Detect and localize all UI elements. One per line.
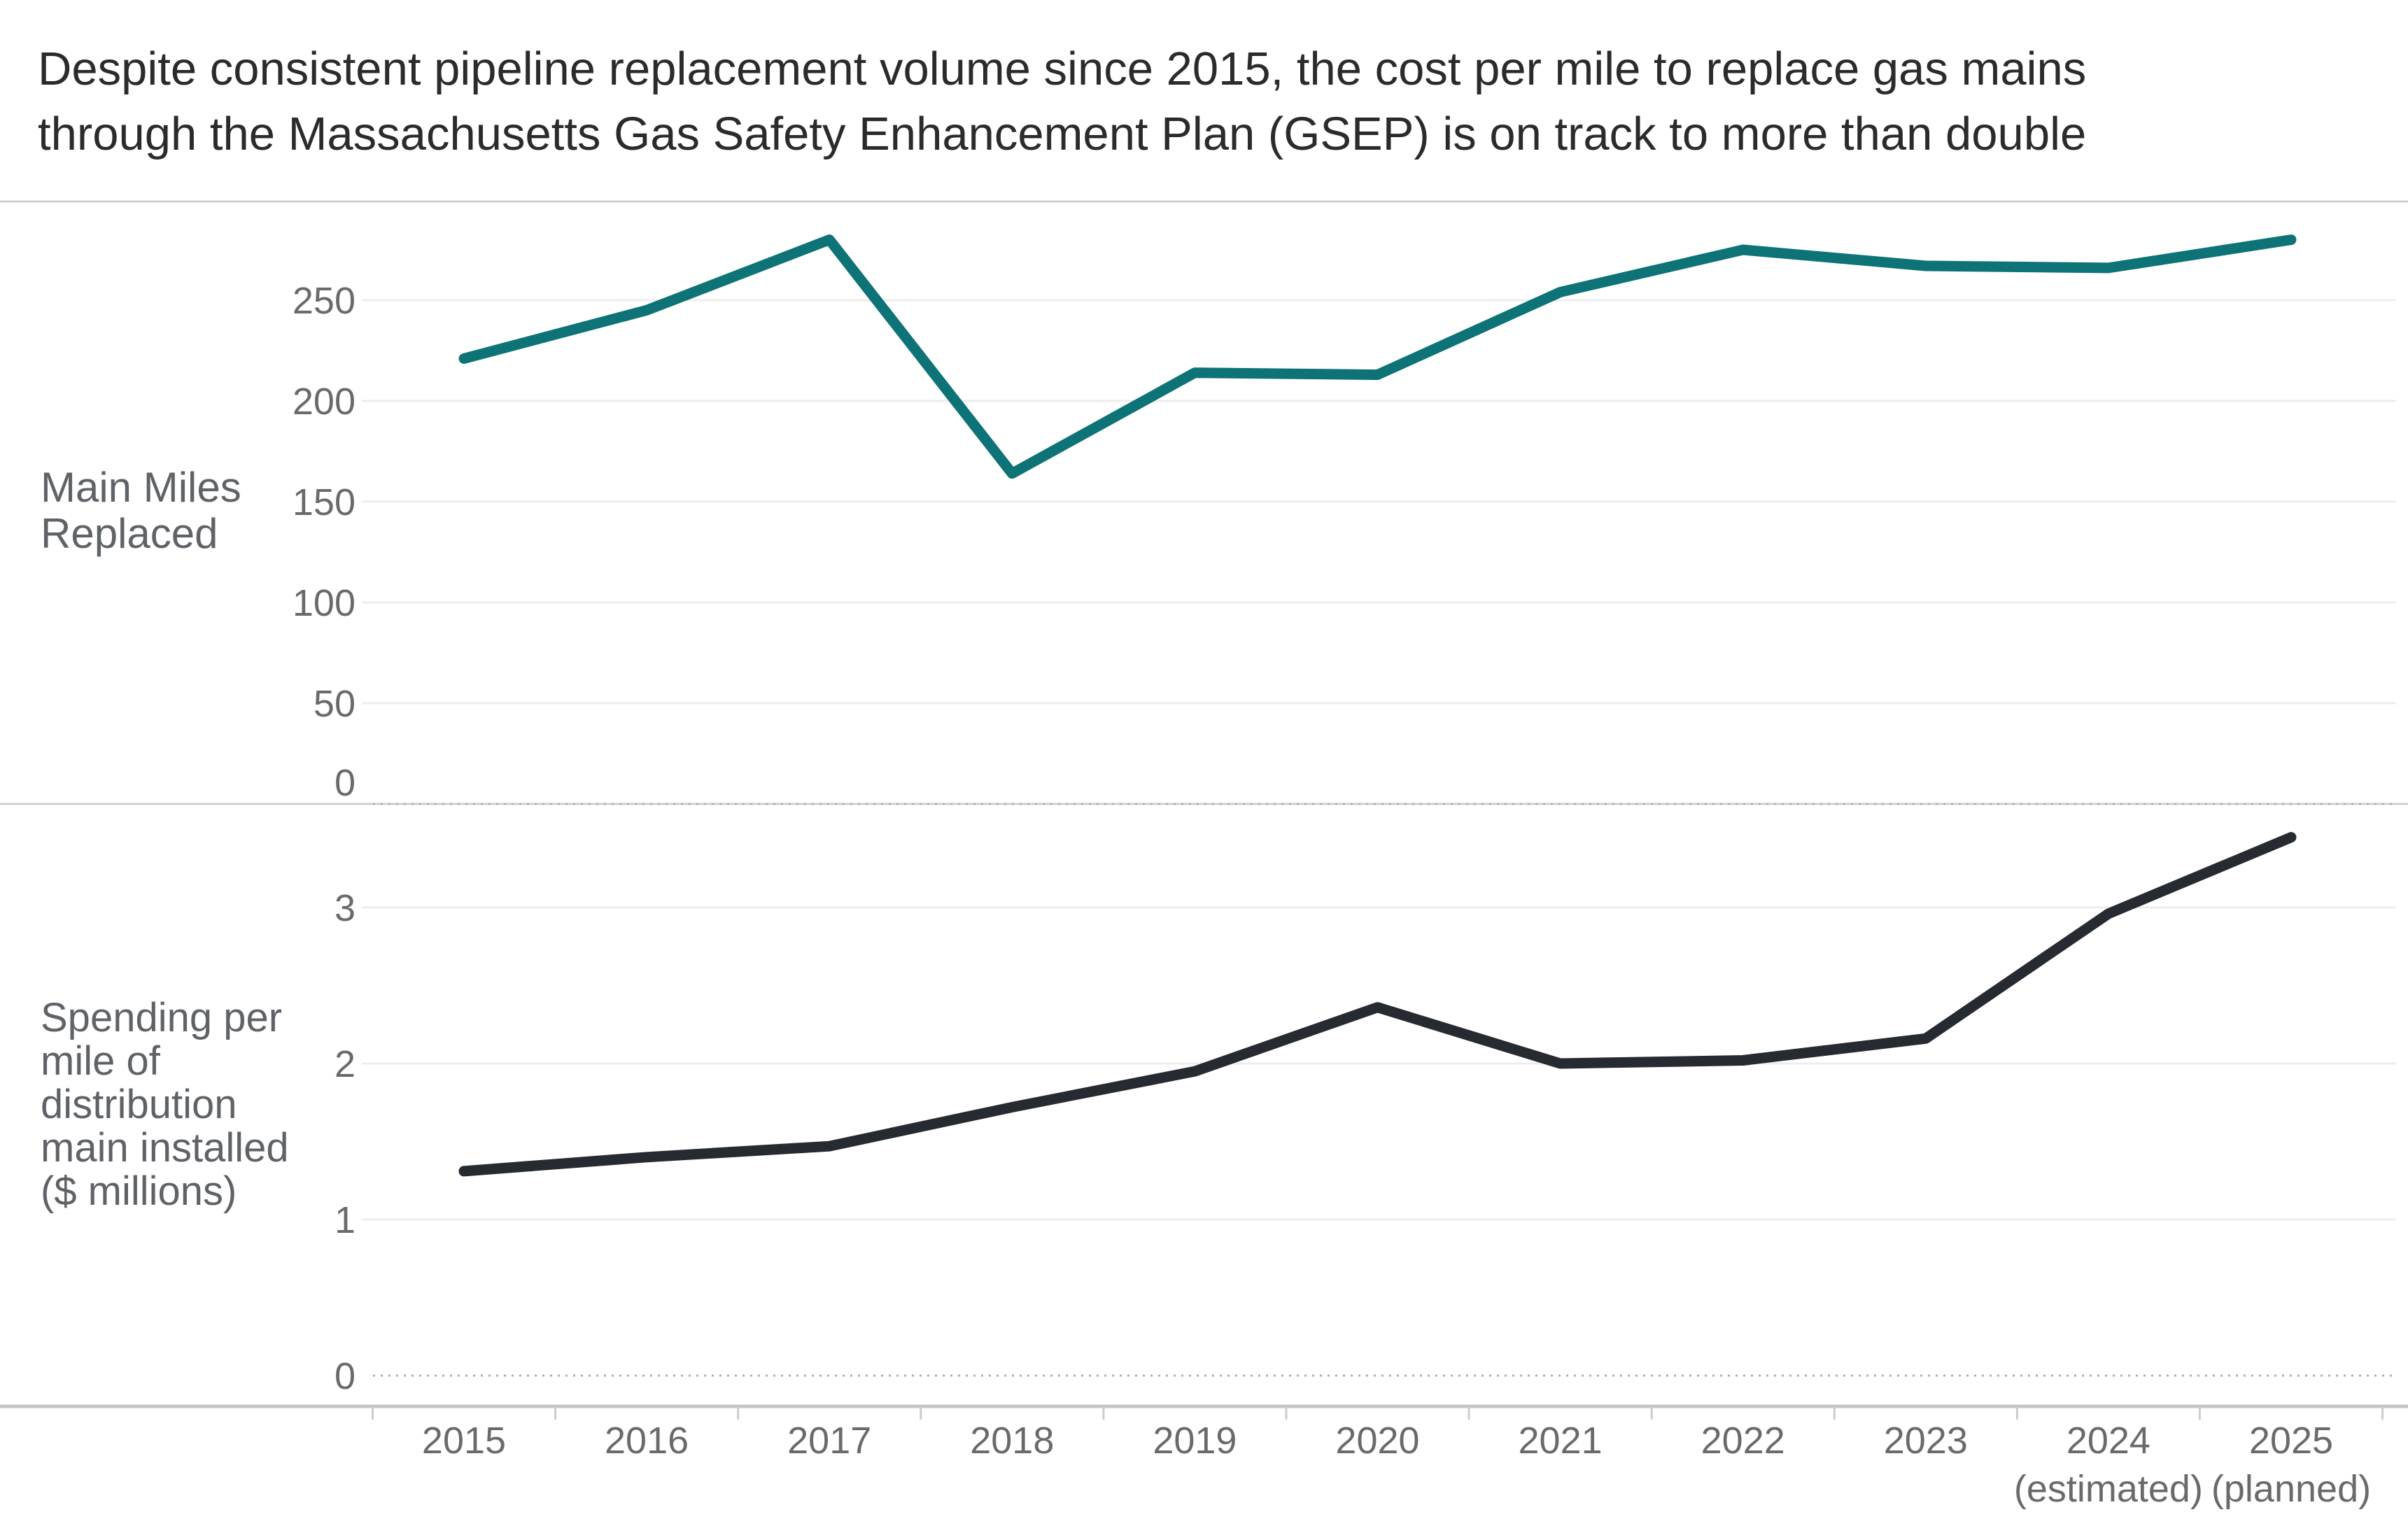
y-tick-label: 3 xyxy=(335,887,355,929)
x-tick-label: 2022 xyxy=(1701,1420,1785,1462)
y-axis-title-main-miles: Main Miles Replaced xyxy=(41,465,241,557)
main-miles-replaced-line xyxy=(458,234,2297,479)
x-tick-label: 2025 xyxy=(2249,1420,2333,1462)
x-tick-label: 2020 xyxy=(1335,1420,1419,1462)
y-tick-label: 250 xyxy=(293,280,355,322)
x-tick-label: 2019 xyxy=(1153,1420,1237,1462)
y-axis-title-spending: Spending per mile of distribution main inst… xyxy=(41,996,289,1213)
y-axis-title-spending-line: ($ millions) xyxy=(41,1168,237,1214)
x-tick-sublabel: (estimated) xyxy=(2014,1468,2203,1510)
x-tick-label: 2024 xyxy=(2066,1420,2150,1462)
chart-title: Despite consistent pipeline replacement … xyxy=(38,36,2375,167)
y-tick-label: 0 xyxy=(335,762,355,804)
y-tick-label: 0 xyxy=(335,1355,355,1397)
y-axis-title-main-miles-line: Replaced xyxy=(41,510,218,557)
chart-title-line2: through the Massachusetts Gas Safety Enh… xyxy=(38,108,2087,160)
y-tick-label: 1 xyxy=(335,1199,355,1241)
y-tick-label: 150 xyxy=(293,481,355,523)
chart-title-line1: Despite consistent pipeline replacement … xyxy=(38,43,2087,95)
x-tick-label: 2021 xyxy=(1519,1420,1603,1462)
x-tick-label: 2015 xyxy=(422,1420,506,1462)
x-tick-label: 2018 xyxy=(970,1420,1054,1462)
y-axis-title-spending-line: distribution xyxy=(41,1082,237,1127)
spending-per-mile-line xyxy=(458,832,2297,1177)
y-tick-label: 2 xyxy=(335,1043,355,1085)
y-tick-label: 50 xyxy=(314,683,355,725)
y-axis-title-spending-line: main installed xyxy=(41,1125,289,1171)
x-tick-label: 2017 xyxy=(787,1420,871,1462)
x-tick-label: 2023 xyxy=(1884,1420,1968,1462)
x-tick-sublabel: (planned) xyxy=(2211,1468,2371,1510)
y-tick-label: 100 xyxy=(293,582,355,624)
y-axis-title-main-miles-line: Main Miles xyxy=(41,464,241,511)
y-axis-title-spending-line: mile of xyxy=(41,1038,160,1084)
y-tick-label: 200 xyxy=(293,381,355,423)
y-axis-title-spending-line: Spending per xyxy=(41,995,283,1040)
x-tick-label: 2016 xyxy=(605,1420,689,1462)
